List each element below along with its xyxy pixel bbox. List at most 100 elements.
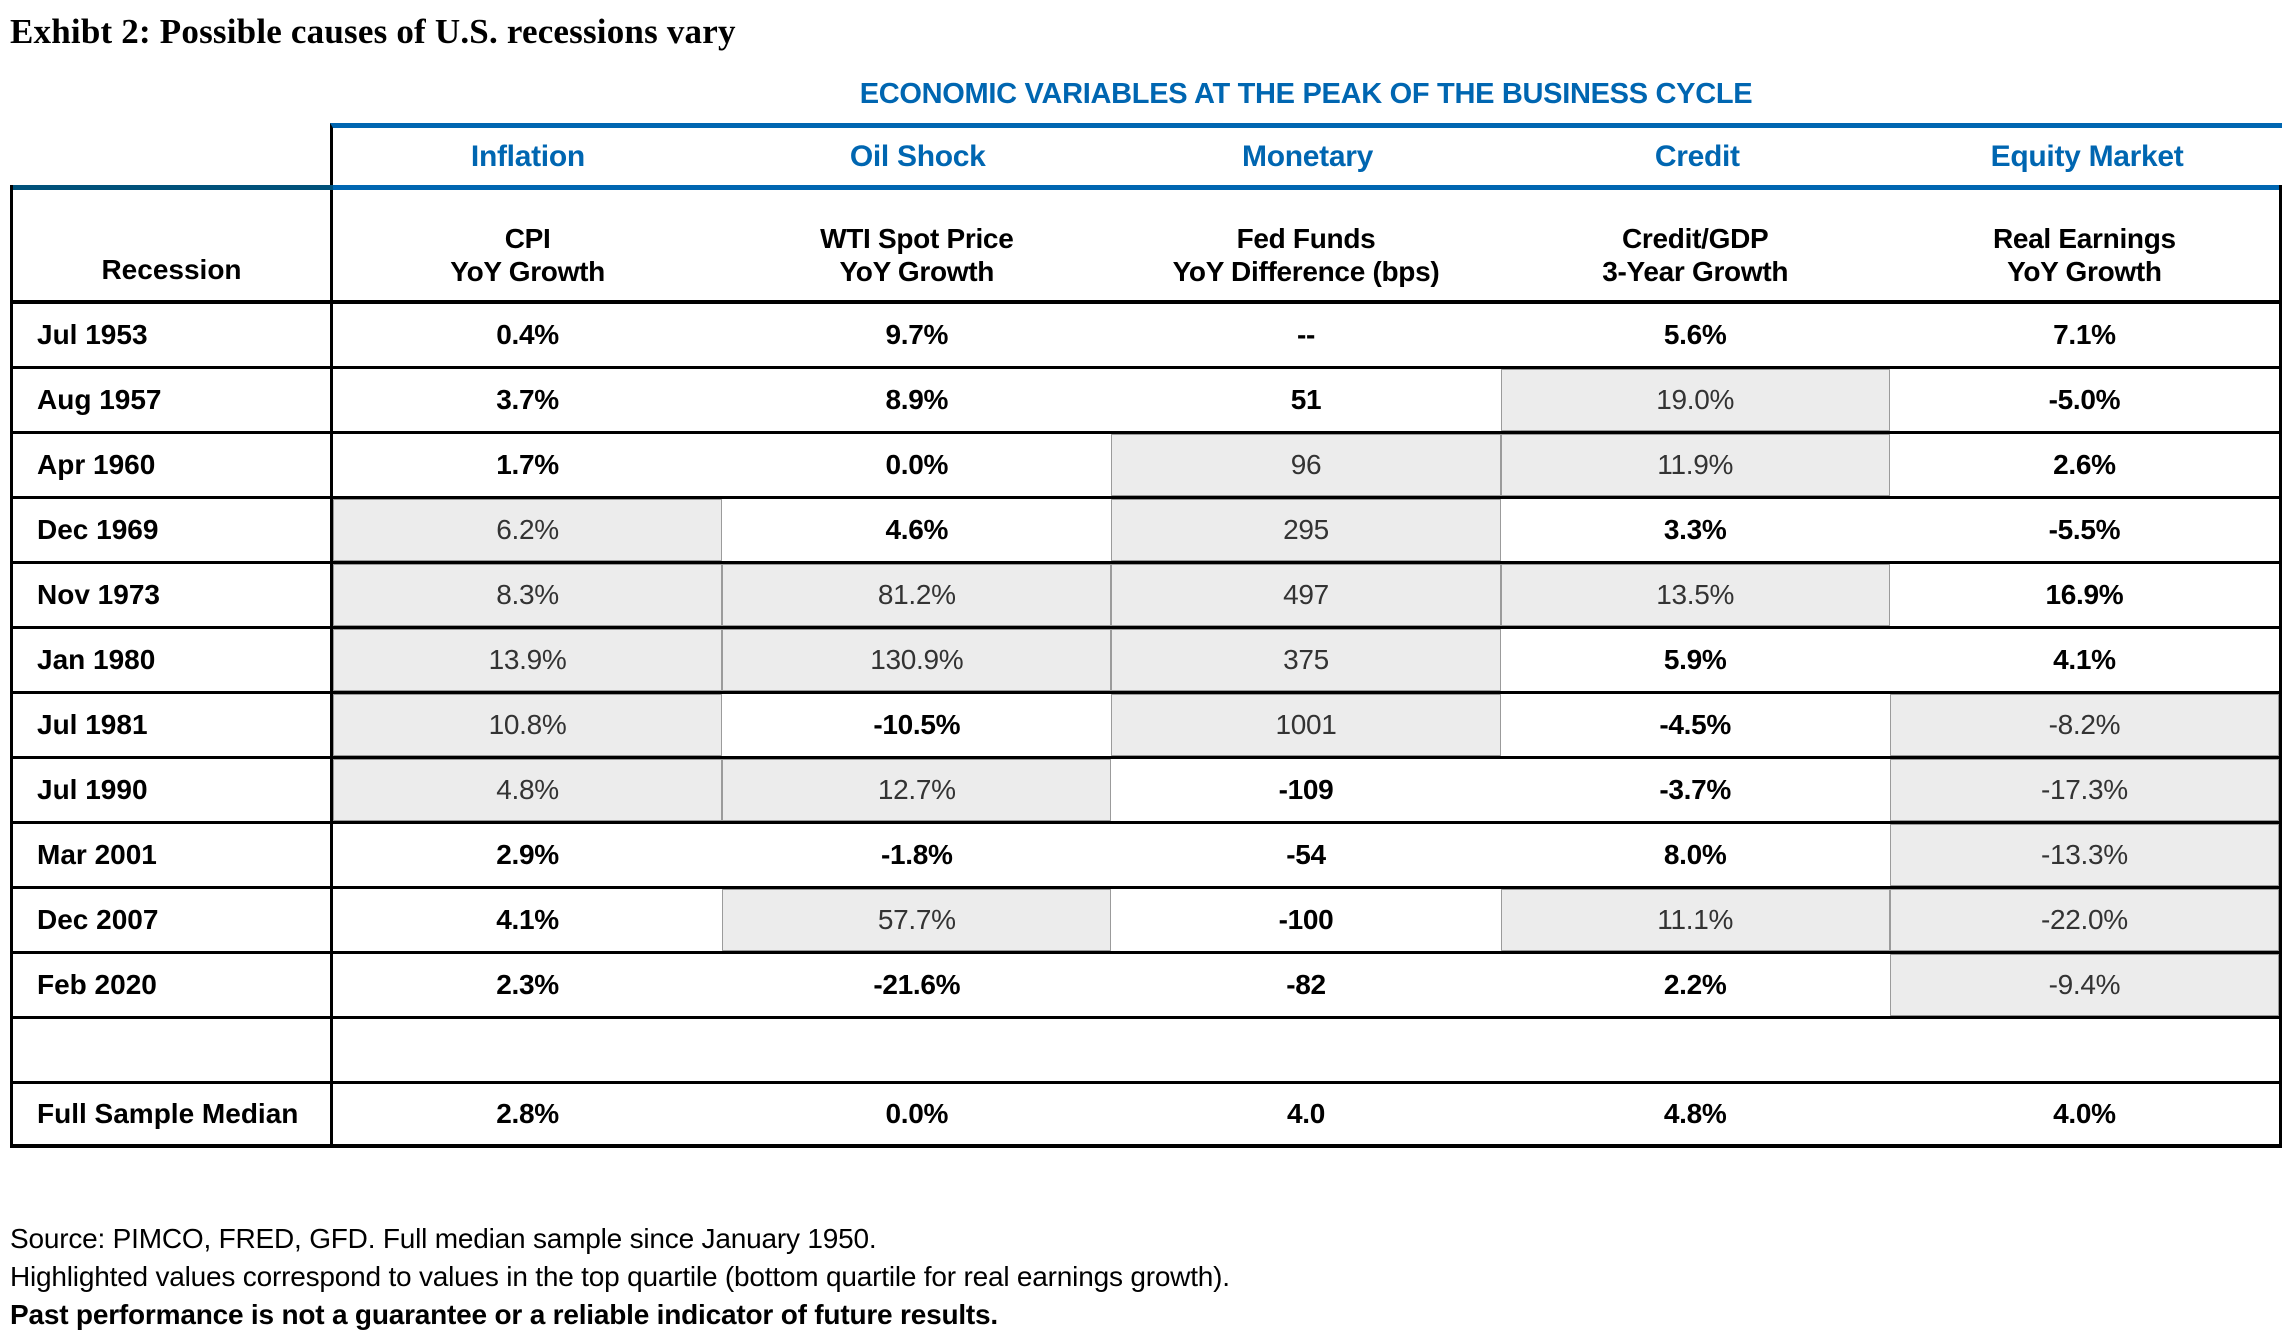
value-cell: 51 [1290, 384, 1322, 415]
median-value-cell: 4.8% [1663, 1098, 1727, 1129]
value-cell: 2.9% [496, 839, 559, 870]
table-row: Dec 1969 6.2% 4.6% 295 3.3% -5.5% [13, 496, 2279, 561]
top-rule-blue-segment [333, 185, 2279, 190]
column-header-real-earnings: Real Earnings YoY Growth [1992, 223, 2176, 287]
value-cell: 2.2% [1663, 969, 1727, 1000]
table-row: Mar 2001 2.9% -1.8% -54 8.0% -13.3% [13, 821, 2279, 886]
group-header-inflation: Inflation [470, 139, 585, 173]
value-cell-highlighted: 130.9% [722, 629, 1112, 691]
value-cell-highlighted: 19.0% [1500, 369, 1890, 431]
value-cell: -109 [1278, 774, 1334, 805]
value-cell: 8.0% [1663, 839, 1727, 870]
value-cell-highlighted: 6.2% [333, 499, 723, 561]
value-cell: 8.9% [885, 384, 949, 415]
value-cell-highlighted: 1001 [1111, 694, 1501, 756]
row-label: Jul 1953 [13, 304, 333, 366]
group-header-row: Inflation Oil Shock Monetary Credit Equity M… [330, 123, 2282, 185]
value-cell-highlighted: 13.9% [333, 629, 723, 691]
table-top-rule [13, 185, 2279, 190]
value-cell-highlighted: 57.7% [722, 889, 1112, 951]
table-row: Aug 1957 3.7% 8.9% 51 19.0% -5.0% [13, 366, 2279, 431]
table-row: Feb 2020 2.3% -21.6% -82 2.2% -9.4% [13, 951, 2279, 1016]
value-cell: -5.0% [2048, 384, 2121, 415]
median-value-cell: 0.0% [885, 1098, 949, 1129]
value-cell-highlighted: 11.9% [1500, 434, 1890, 496]
table-row: Jul 1990 4.8% 12.7% -109 -3.7% -17.3% [13, 756, 2279, 821]
column-subheader-row: Recession CPI YoY Growth WTI Spot Price YoY… [13, 190, 2279, 304]
value-cell: 4.1% [496, 904, 559, 935]
row-label: Apr 1960 [13, 434, 333, 496]
table-row: Jan 1980 13.9% 130.9% 375 5.9% 4.1% [13, 626, 2279, 691]
row-label: Nov 1973 [13, 564, 333, 626]
recession-column-header: Recession [13, 190, 333, 300]
top-rule-dark-segment [13, 185, 333, 190]
value-cell: -5.5% [2048, 514, 2121, 545]
value-cell-highlighted: 11.1% [1500, 889, 1890, 951]
value-cell-highlighted: 12.7% [722, 759, 1112, 821]
spacer-row [13, 1016, 2279, 1081]
exhibit-title: Exhibt 2: Possible causes of U.S. recess… [10, 12, 736, 51]
value-cell-highlighted: -9.4% [1889, 954, 2279, 1016]
exhibit-page: Exhibt 2: Possible causes of U.S. recess… [0, 10, 2292, 1334]
table-row: Apr 1960 1.7% 0.0% 96 11.9% 2.6% [13, 431, 2279, 496]
value-cell-highlighted: -13.3% [1889, 824, 2279, 886]
row-label: Jul 1990 [13, 759, 333, 821]
value-cell: -54 [1286, 839, 1326, 870]
value-cell: 0.0% [885, 449, 949, 480]
value-cell-highlighted: 8.3% [333, 564, 723, 626]
table-caption: ECONOMIC VARIABLES AT THE PEAK OF THE BU… [859, 78, 1753, 110]
row-label: Dec 1969 [13, 499, 333, 561]
column-header-fed-funds: Fed Funds YoY Difference (bps) [1172, 223, 1440, 287]
column-header-credit-gdp: Credit/GDP 3-Year Growth [1602, 223, 1789, 287]
median-value-cell: 4.0 [1286, 1098, 1325, 1129]
value-cell-highlighted: 4.8% [333, 759, 723, 821]
performance-disclaimer: Past performance is not a guarantee or a… [10, 1299, 998, 1330]
value-cell: 9.7% [885, 319, 949, 350]
value-cell: -4.5% [1659, 709, 1732, 740]
value-cell-highlighted: 13.5% [1500, 564, 1890, 626]
group-header-monetary: Monetary [1242, 139, 1373, 173]
value-cell-highlighted: 81.2% [722, 564, 1112, 626]
value-cell: -1.8% [880, 839, 953, 870]
group-header-equity-market: Equity Market [1990, 139, 2184, 173]
median-value-cell: 2.8% [496, 1098, 559, 1129]
value-cell-highlighted: 375 [1111, 629, 1501, 691]
value-cell: 2.6% [2053, 449, 2116, 480]
value-cell: 4.1% [2053, 644, 2116, 675]
value-cell: 3.7% [496, 384, 559, 415]
value-cell: 5.6% [1663, 319, 1727, 350]
footnotes: Source: PIMCO, FRED, GFD. Full median sa… [10, 1220, 2292, 1334]
value-cell: 7.1% [2053, 319, 2116, 350]
value-cell: -82 [1286, 969, 1326, 1000]
value-cell: 4.6% [885, 514, 949, 545]
table-body: Jul 1953 0.4% 9.7% -- 5.6% 7.1% Aug 1957 3.7% 8.… [13, 304, 2279, 1016]
row-label: Mar 2001 [13, 824, 333, 886]
value-cell-highlighted: 295 [1111, 499, 1501, 561]
recession-table: Recession CPI YoY Growth WTI Spot Price YoY… [10, 185, 2282, 1148]
column-header-cpi: CPI YoY Growth [450, 223, 605, 287]
value-cell: -- [1296, 319, 1316, 350]
column-header-wti-spot-price: WTI Spot Price YoY Growth [820, 223, 1014, 287]
source-note: Source: PIMCO, FRED, GFD. Full median sa… [10, 1223, 877, 1254]
value-cell: -10.5% [873, 709, 961, 740]
value-cell: 1.7% [496, 449, 559, 480]
table-row: Jul 1981 10.8% -10.5% 1001 -4.5% -8.2% [13, 691, 2279, 756]
median-label: Full Sample Median [13, 1084, 333, 1144]
value-cell-highlighted: 497 [1111, 564, 1501, 626]
value-cell-highlighted: 96 [1111, 434, 1501, 496]
value-cell: -3.7% [1659, 774, 1732, 805]
value-cell: 3.3% [1663, 514, 1727, 545]
table-row: Nov 1973 8.3% 81.2% 497 13.5% 16.9% [13, 561, 2279, 626]
value-cell: 5.9% [1663, 644, 1727, 675]
value-cell: -100 [1278, 904, 1334, 935]
median-row: Full Sample Median 2.8% 0.0% 4.0 4.8% 4.0% [13, 1081, 2279, 1144]
row-label: Feb 2020 [13, 954, 333, 1016]
group-header-oil-shock: Oil Shock [849, 139, 986, 173]
value-cell-highlighted: -22.0% [1889, 889, 2279, 951]
row-label: Jan 1980 [13, 629, 333, 691]
value-cell: 2.3% [496, 969, 559, 1000]
highlight-note: Highlighted values correspond to values … [10, 1261, 1230, 1292]
value-cell: 16.9% [2045, 579, 2124, 610]
row-label: Aug 1957 [13, 369, 333, 431]
row-label: Dec 2007 [13, 889, 333, 951]
